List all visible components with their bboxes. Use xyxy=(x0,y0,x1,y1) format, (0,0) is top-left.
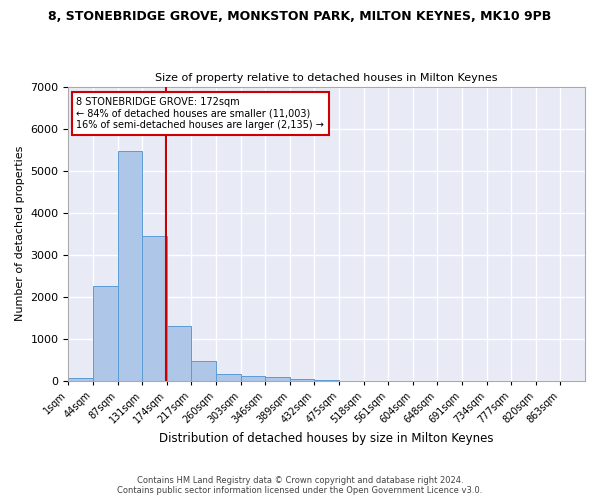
Bar xyxy=(216,374,241,381)
Bar xyxy=(118,151,142,381)
Bar xyxy=(314,380,339,381)
Bar xyxy=(142,236,167,381)
Text: 8 STONEBRIDGE GROVE: 172sqm
← 84% of detached houses are smaller (11,003)
16% of: 8 STONEBRIDGE GROVE: 172sqm ← 84% of det… xyxy=(76,97,324,130)
Bar xyxy=(68,378,93,381)
Text: 8, STONEBRIDGE GROVE, MONKSTON PARK, MILTON KEYNES, MK10 9PB: 8, STONEBRIDGE GROVE, MONKSTON PARK, MIL… xyxy=(49,10,551,23)
Bar xyxy=(93,286,118,381)
Bar xyxy=(191,362,216,381)
Text: Contains HM Land Registry data © Crown copyright and database right 2024.
Contai: Contains HM Land Registry data © Crown c… xyxy=(118,476,482,495)
Bar xyxy=(290,378,314,381)
Y-axis label: Number of detached properties: Number of detached properties xyxy=(15,146,25,322)
Bar xyxy=(167,326,191,381)
X-axis label: Distribution of detached houses by size in Milton Keynes: Distribution of detached houses by size … xyxy=(160,432,494,445)
Bar xyxy=(241,376,265,381)
Title: Size of property relative to detached houses in Milton Keynes: Size of property relative to detached ho… xyxy=(155,73,498,83)
Bar xyxy=(265,377,290,381)
